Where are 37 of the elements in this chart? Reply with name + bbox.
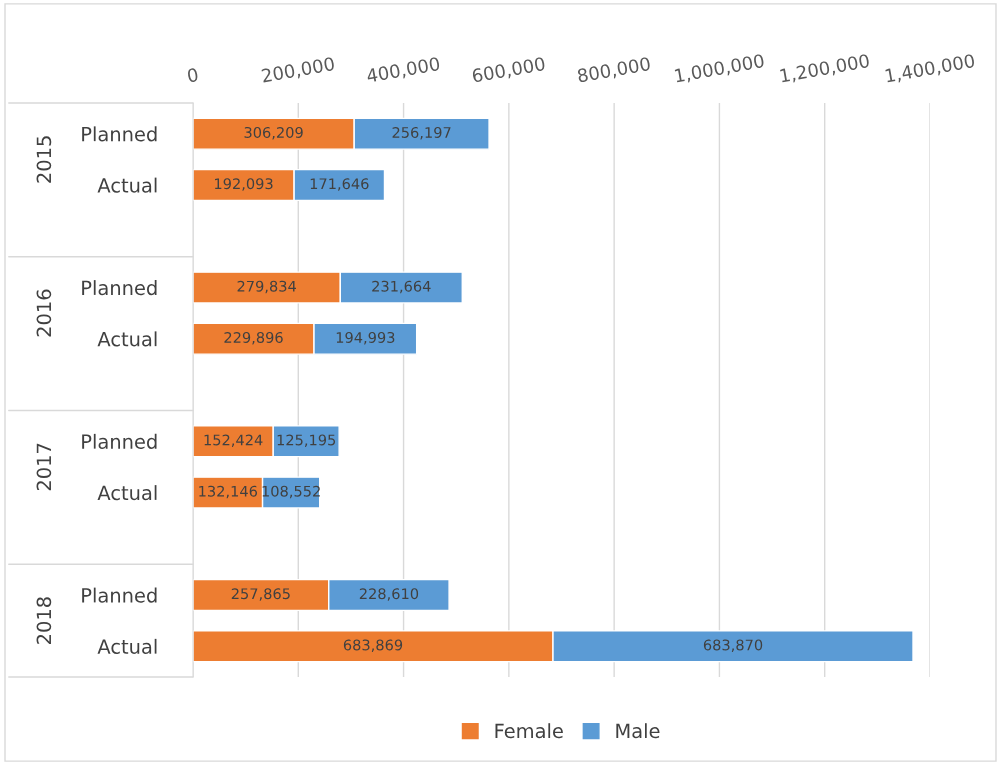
data-label: 683,869 — [343, 639, 403, 652]
x-tick-label: 1,400,000 — [885, 53, 976, 85]
y-tick-label: Actual — [97, 638, 157, 654]
y-tick-label: Planned — [82, 587, 157, 603]
data-label: 228,610 — [359, 588, 419, 601]
data-label: 256,197 — [392, 126, 451, 140]
data-label: 306,209 — [244, 126, 303, 140]
legend-label: Female — [495, 723, 563, 739]
data-label: 152,424 — [204, 434, 263, 447]
y-tick-label: Planned — [82, 126, 157, 142]
x-tick-label: 400,000 — [366, 56, 441, 85]
data-label: 132,146 — [199, 485, 258, 499]
data-label: 231,664 — [372, 280, 431, 294]
x-tick-label: 1,200,000 — [779, 53, 871, 85]
y-tick-label: Planned — [82, 433, 157, 449]
text: 2016 — [36, 289, 52, 337]
y-tick-label: Actual — [97, 331, 157, 347]
data-label: 194,993 — [336, 331, 395, 345]
data-label: 192,093 — [215, 178, 273, 191]
x-tick-label: 1,000,000 — [674, 53, 765, 85]
x-tick-label: 800,000 — [577, 56, 651, 85]
data-label: 125,195 — [277, 434, 336, 447]
y-tick-label: Actual — [97, 177, 157, 193]
x-tick-label: 0 — [187, 67, 199, 83]
data-label: 683,870 — [703, 639, 763, 652]
text: 2018 — [36, 597, 52, 644]
x-tick-label: 600,000 — [471, 56, 546, 85]
y-tick-label: Actual — [97, 485, 157, 501]
text: 2015 — [36, 136, 52, 183]
x-tick-label: 200,000 — [261, 56, 336, 85]
legend-label: Male — [616, 723, 660, 739]
data-label: 171,646 — [310, 178, 369, 191]
data-label: 257,865 — [231, 588, 290, 601]
data-label: 229,896 — [224, 331, 283, 345]
text: 2017 — [36, 443, 52, 491]
y-tick-label: Planned — [82, 280, 157, 296]
data-label: 279,834 — [237, 280, 296, 294]
